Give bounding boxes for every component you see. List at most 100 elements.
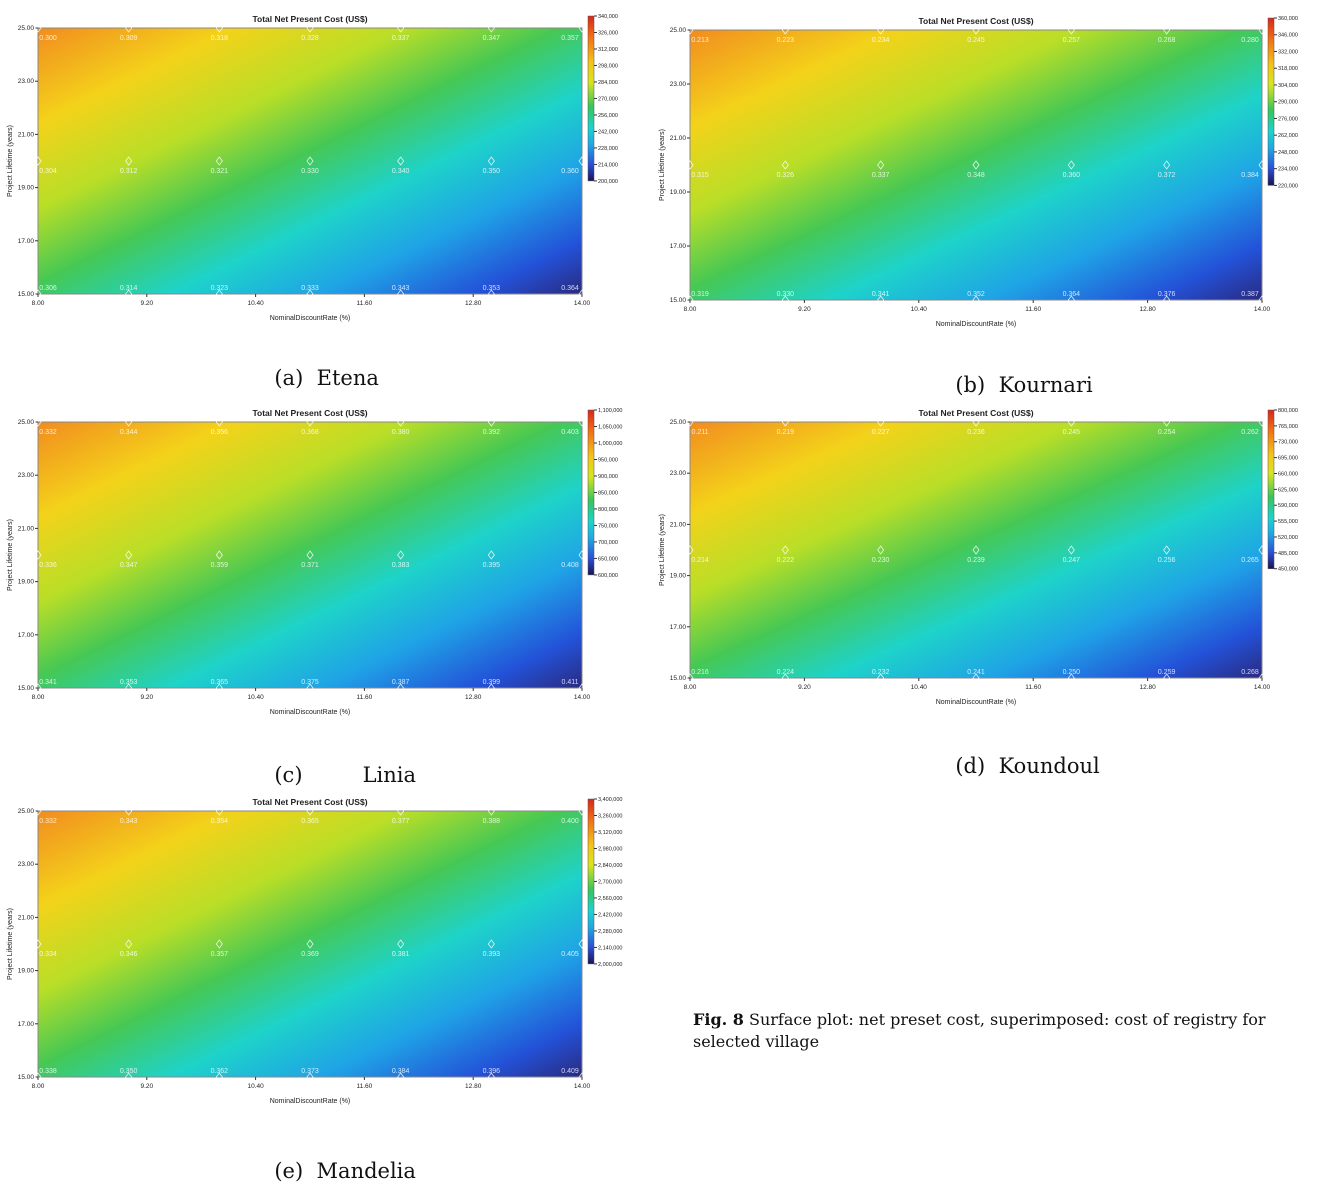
annotation-label: 0.223 [777, 37, 795, 44]
y-tick-label: 19.00 [18, 968, 35, 975]
x-tick-label: 9.20 [798, 306, 811, 313]
colorbar-label: 2,000,000 [598, 962, 622, 968]
chart-panel-kournari: Total Net Present Cost (US$) 8.00 9.20 10.4… [652, 8, 1324, 336]
heatmap-chart: Total Net Present Cost (US$) 8.00 9.20 10.4… [7, 14, 618, 322]
x-tick-label: 11.60 [357, 694, 373, 701]
colorbar-label: 2,700,000 [598, 879, 622, 885]
caption-village: Linia [362, 763, 417, 787]
x-tick-label: 9.20 [140, 1083, 153, 1090]
colorbar [1267, 409, 1275, 569]
annotation-label: 0.256 [1158, 557, 1176, 564]
annotation-marker [215, 806, 223, 816]
colorbar-label: 2,560,000 [598, 896, 622, 902]
chart-panel-mandelia: Total Net Present Cost (US$) 8.00 9.20 10.4… [0, 791, 640, 1113]
heatmap-surface [38, 28, 582, 294]
annotation-label: 0.222 [777, 557, 795, 564]
annotation-label: 0.405 [561, 951, 579, 958]
x-tick-label: 11.60 [1025, 684, 1041, 691]
annotation-label: 0.227 [872, 429, 890, 436]
x-tick-label: 10.40 [911, 684, 928, 691]
y-tick-label: 25.00 [670, 27, 687, 34]
y-tick-label: 23.00 [18, 472, 35, 479]
annotation-label: 0.338 [39, 1068, 57, 1075]
annotation-label: 0.328 [301, 35, 319, 42]
annotation-label: 0.375 [301, 679, 319, 686]
colorbar-label: 450,000 [1278, 567, 1298, 573]
annotation-marker [34, 683, 42, 693]
annotation-label: 0.304 [39, 168, 57, 175]
colorbar-label: 1,050,000 [598, 424, 622, 430]
annotation-label: 0.350 [483, 168, 501, 175]
y-tick-label: 23.00 [670, 470, 687, 477]
annotation-marker [781, 160, 789, 170]
annotation-label: 0.408 [561, 562, 579, 569]
annotation-marker [781, 417, 789, 427]
annotation-marker [34, 289, 42, 299]
y-tick-label: 17.00 [18, 632, 35, 639]
chart-title: Total Net Present Cost (US$) [918, 16, 1033, 26]
colorbar-label: 256,000 [598, 113, 618, 119]
colorbar-label: 2,140,000 [598, 945, 622, 951]
annotation-label: 0.341 [39, 679, 57, 686]
annotation-marker [1163, 25, 1171, 35]
caption-village: Mandelia [316, 1159, 416, 1183]
chart-panel-linia: Total Net Present Cost (US$) 8.00 9.20 10.4… [0, 402, 640, 724]
y-axis-label: Project Lifetime (years) [659, 129, 666, 201]
annotation-label: 0.309 [120, 35, 138, 42]
colorbar-label: 248,000 [1278, 150, 1298, 156]
colorbar-label: 730,000 [1278, 440, 1298, 446]
annotation-label: 0.344 [120, 429, 138, 436]
annotation-marker [487, 550, 495, 560]
colorbar [1267, 17, 1275, 186]
annotation-marker [215, 550, 223, 560]
x-tick-label: 9.20 [798, 684, 811, 691]
annotation-label: 0.245 [1063, 429, 1081, 436]
x-tick-label: 14.00 [574, 1083, 591, 1090]
annotation-label: 0.230 [872, 557, 890, 564]
caption-mandelia: (e) Mandelia [261, 1135, 416, 1183]
x-axis-label: NominalDiscountRate (%) [270, 315, 351, 322]
y-tick-label: 25.00 [670, 419, 687, 426]
y-tick-label: 21.00 [18, 914, 35, 921]
colorbar-label: 318,000 [1278, 66, 1298, 72]
x-tick-label: 11.60 [357, 1083, 373, 1090]
annotation-label: 0.396 [483, 1068, 501, 1075]
annotation-label: 0.393 [483, 951, 501, 958]
colorbar [587, 798, 595, 965]
annotation-marker [306, 683, 314, 693]
plot-frame [689, 29, 1263, 301]
annotation-marker [306, 23, 314, 33]
annotation-label: 0.259 [1158, 669, 1176, 676]
annotation-marker [215, 683, 223, 693]
annotation-label: 0.373 [301, 1068, 319, 1075]
annotation-marker [125, 23, 133, 33]
annotation-marker [215, 289, 223, 299]
x-tick-label: 8.00 [684, 684, 697, 691]
y-tick-label: 23.00 [18, 861, 35, 868]
annotation-label: 0.321 [211, 168, 229, 175]
annotation-marker [686, 417, 694, 427]
annotation-marker [215, 939, 223, 949]
annotation-marker [487, 939, 495, 949]
colorbar-label: 276,000 [1278, 116, 1298, 122]
annotation-marker [686, 545, 694, 555]
colorbar-label: 312,000 [598, 47, 618, 53]
chart-title: Total Net Present Cost (US$) [252, 14, 367, 24]
plot-frame [37, 27, 583, 295]
annotation-label: 0.250 [1063, 669, 1081, 676]
y-tick-label: 21.00 [670, 521, 687, 528]
annotation-marker [397, 939, 405, 949]
caption-etena: (a) Etena [261, 342, 379, 390]
annotation-label: 0.357 [561, 35, 579, 42]
annotation-label: 0.348 [967, 172, 985, 179]
colorbar-label: 700,000 [598, 540, 618, 546]
x-tick-label: 10.40 [247, 1083, 264, 1090]
annotation-marker [877, 160, 885, 170]
annotation-marker [1163, 545, 1171, 555]
colorbar-label: 234,000 [1278, 167, 1298, 173]
y-tick-label: 23.00 [670, 81, 687, 88]
x-axis-label: NominalDiscountRate (%) [270, 709, 351, 716]
annotation-marker [972, 417, 980, 427]
annotation-label: 0.353 [483, 285, 501, 292]
annotation-label: 0.268 [1241, 669, 1259, 676]
